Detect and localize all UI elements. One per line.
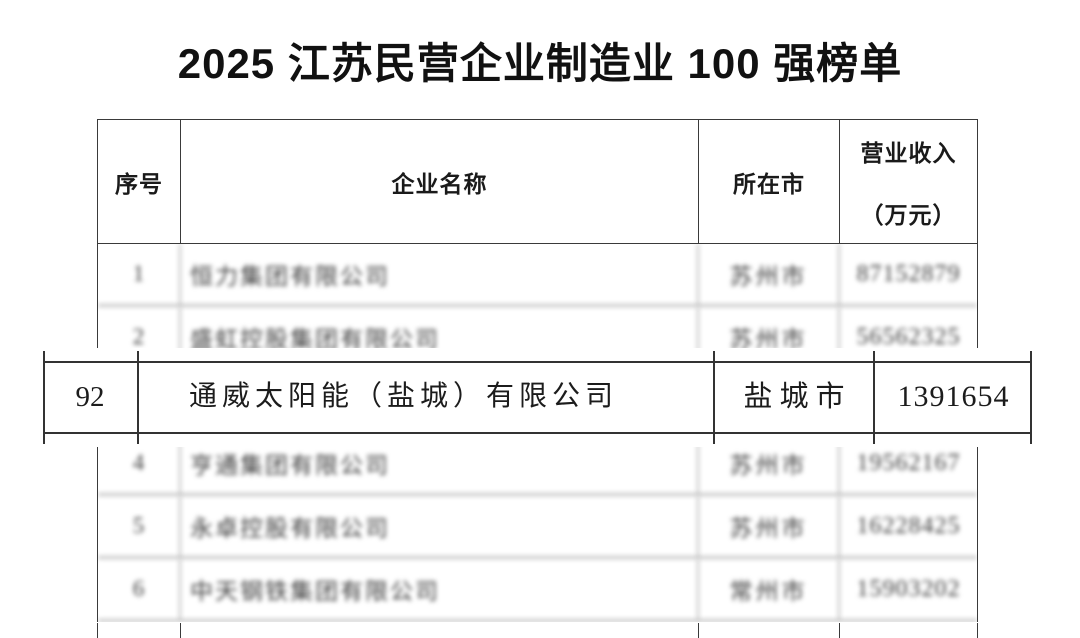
highlight-row-border-left (43, 351, 45, 444)
company-name-cell: 永卓控股有限公司 (181, 496, 699, 559)
header-cell-revenue: 营业收入 （万元） (840, 120, 977, 243)
partial-revenue-cell (840, 623, 977, 638)
header-revenue-label-line1: 营业收入 (860, 139, 957, 166)
highlight-row-border-right (1030, 351, 1032, 444)
highlight-company-name: 通威太阳能（盐城）有限公司 (189, 381, 619, 412)
table-row: 4 亨通集团有限公司 苏州市 19562167 (98, 433, 977, 496)
revenue-cell: 16228425 (840, 496, 977, 559)
highlight-revenue: 1391654 (897, 380, 1010, 413)
row-index-cell: 5 (98, 496, 181, 559)
partial-city-cell (699, 623, 840, 638)
company-name-cell: 亨通集团有限公司 (181, 433, 699, 496)
table-row: 5 永卓控股有限公司 苏州市 16228425 (98, 496, 977, 559)
partial-index-cell (98, 623, 181, 638)
partial-row (97, 623, 978, 638)
page-title: 2025 江苏民营企业制造业 100 强榜单 (177, 40, 903, 87)
header-city-label: 所在市 (733, 170, 805, 197)
row-index-cell: 1 (98, 244, 181, 307)
revenue-cell: 19562167 (840, 433, 977, 496)
partial-name-cell (181, 623, 699, 638)
highlight-row-overlay: 92 通威太阳能（盐城）有限公司 盐城市 1391654 (38, 348, 1037, 447)
city-cell: 苏州市 (699, 244, 840, 307)
header-cell-city: 所在市 (699, 120, 840, 243)
highlight-row-divider-3 (873, 351, 875, 444)
highlight-row-bottom-border (43, 432, 1032, 434)
header-revenue-label-line2: （万元） (860, 201, 957, 228)
city-cell: 常州市 (699, 559, 840, 622)
highlight-city: 盐城市 (743, 381, 852, 413)
row-index-cell: 4 (98, 433, 181, 496)
table-header-row: 序号 企业名称 所在市 营业收入 （万元） (97, 119, 978, 244)
city-cell: 苏州市 (699, 496, 840, 559)
revenue-cell: 15903202 (840, 559, 977, 622)
company-name-cell: 中天钢铁集团有限公司 (181, 559, 699, 622)
highlight-rank: 92 (75, 381, 105, 413)
header-cell-index: 序号 (98, 120, 181, 243)
company-name-cell: 恒力集团有限公司 (181, 244, 699, 307)
table-row: 1 恒力集团有限公司 苏州市 87152879 (98, 244, 977, 307)
row-index-cell: 6 (98, 559, 181, 622)
highlight-row-divider-2 (713, 351, 715, 444)
revenue-cell: 87152879 (840, 244, 977, 307)
highlight-row-divider-1 (137, 351, 139, 444)
table-row: 6 中天钢铁集团有限公司 常州市 15903202 (98, 559, 977, 622)
ranking-table: 序号 企业名称 所在市 营业收入 （万元） 1 恒力集团有限公司 苏州市 871… (97, 119, 978, 638)
header-name-label: 企业名称 (391, 170, 488, 197)
city-cell: 苏州市 (699, 433, 840, 496)
highlight-row-top-border (43, 361, 1032, 363)
header-index-label: 序号 (115, 170, 163, 197)
header-cell-company-name: 企业名称 (181, 120, 699, 243)
